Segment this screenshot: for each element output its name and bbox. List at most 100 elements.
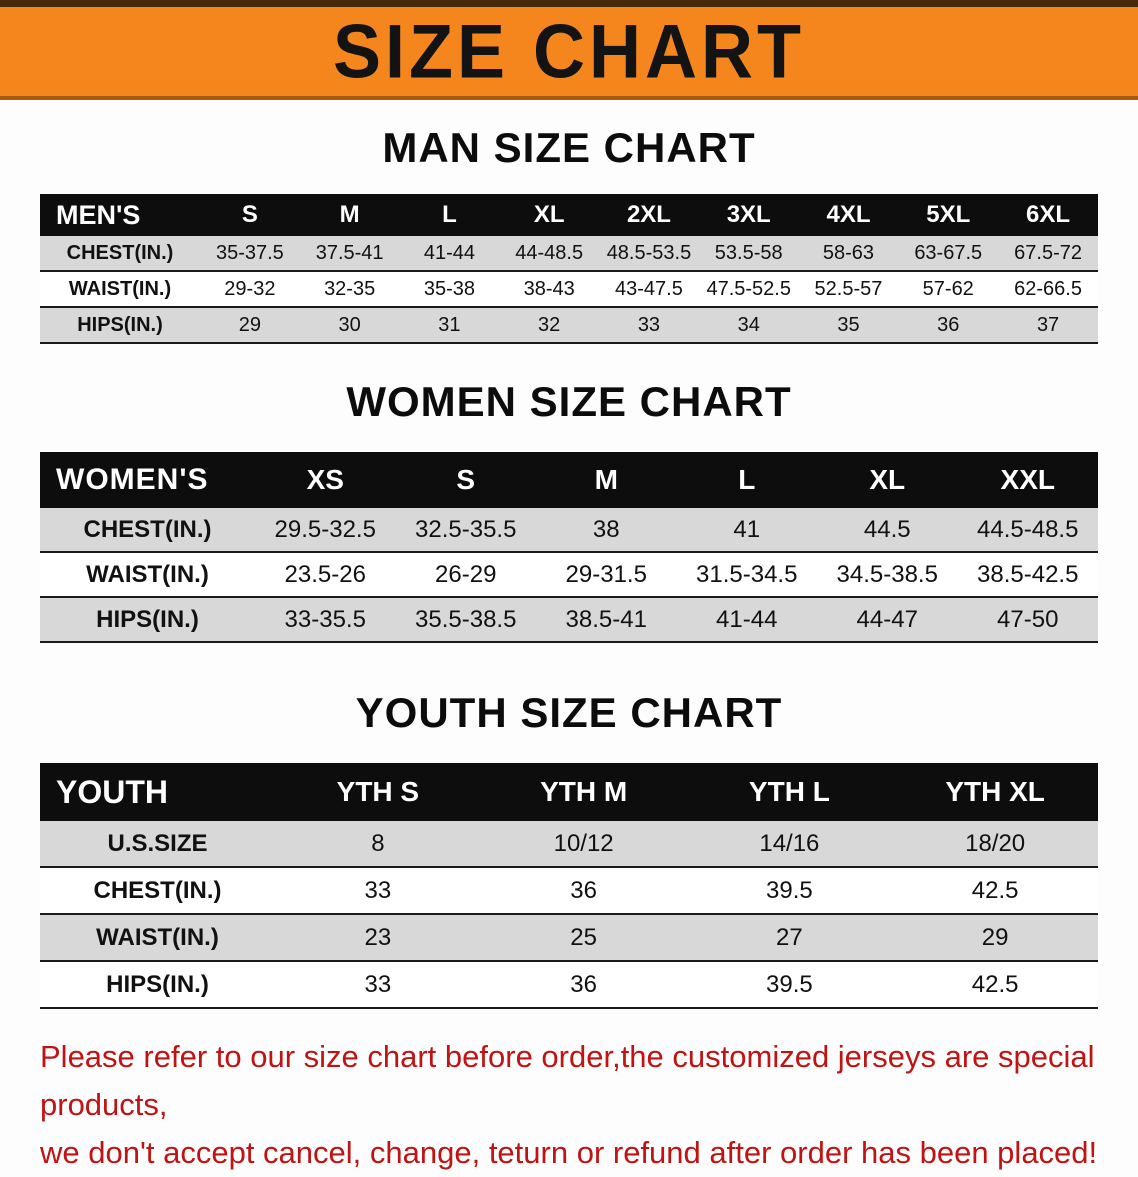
table-cell: 27 — [686, 914, 893, 962]
table-cell: 38.5-41 — [536, 597, 677, 643]
table-cell: 35 — [798, 307, 899, 344]
table-cell: 52.5-57 — [798, 271, 899, 308]
table-cell: 29-31.5 — [536, 552, 677, 598]
table-cell: 36 — [898, 307, 999, 344]
table-cell: 32-35 — [299, 271, 400, 308]
row-label: U.S.SIZE — [40, 821, 275, 868]
banner: SIZE CHART — [0, 0, 1138, 100]
table-cell: 33 — [275, 867, 481, 915]
table-cell: 8 — [275, 821, 481, 868]
men-col-header: 6XL — [998, 194, 1098, 236]
women-col-header: XS — [255, 452, 396, 508]
youth-col-header: YTH S — [275, 763, 481, 821]
table-cell: 29 — [200, 307, 300, 344]
youth-chart-heading: YOUTH SIZE CHART — [355, 689, 783, 736]
page-title: SIZE CHART — [333, 9, 805, 94]
table-cell: 57-62 — [898, 271, 999, 308]
table-row: HIPS(IN.) 33-35.5 35.5-38.5 38.5-41 41-4… — [40, 597, 1098, 643]
row-label: WAIST(IN.) — [40, 914, 275, 962]
men-col-header: 4XL — [798, 194, 899, 236]
table-cell: 44.5-48.5 — [957, 508, 1098, 553]
disclaimer: Please refer to our size chart before or… — [40, 1033, 1098, 1177]
row-label: CHEST(IN.) — [40, 236, 200, 272]
men-col-header: M — [299, 194, 400, 236]
women-size-table: WOMEN'S XS S M L XL XXL CHEST(IN.) 29.5-… — [40, 452, 1098, 643]
table-cell: 63-67.5 — [898, 236, 999, 272]
row-label: CHEST(IN.) — [40, 867, 275, 915]
table-cell: 37 — [998, 307, 1098, 344]
women-col-header: XXL — [957, 452, 1098, 508]
men-col-header: 2XL — [599, 194, 699, 236]
table-cell: 35-37.5 — [200, 236, 300, 272]
table-cell: 44-48.5 — [499, 236, 600, 272]
table-cell: 39.5 — [686, 961, 893, 1009]
men-col-header: L — [399, 194, 500, 236]
table-cell: 44.5 — [817, 508, 958, 553]
youth-table-corner-label: YOUTH — [40, 763, 275, 821]
men-table-header-row: MEN'S S M L XL 2XL 3XL 4XL 5XL 6XL — [40, 194, 1098, 236]
table-row: WAIST(IN.) 23 25 27 29 — [40, 914, 1098, 962]
table-row: WAIST(IN.) 23.5-26 26-29 29-31.5 31.5-34… — [40, 552, 1098, 598]
table-cell: 41-44 — [399, 236, 500, 272]
table-cell: 23 — [275, 914, 481, 962]
table-row: HIPS(IN.) 29 30 31 32 33 34 35 36 37 — [40, 307, 1098, 344]
women-col-header: M — [536, 452, 677, 508]
table-cell: 41-44 — [676, 597, 817, 643]
table-row: CHEST(IN.) 35-37.5 37.5-41 41-44 44-48.5… — [40, 236, 1098, 272]
row-label: HIPS(IN.) — [40, 961, 275, 1009]
table-cell: 38.5-42.5 — [957, 552, 1098, 598]
disclaimer-line-1: Please refer to our size chart before or… — [40, 1039, 1095, 1123]
table-row: CHEST(IN.) 29.5-32.5 32.5-35.5 38 41 44.… — [40, 508, 1098, 553]
table-cell: 18/20 — [892, 821, 1098, 868]
table-cell: 36 — [480, 961, 687, 1009]
women-table-header-row: WOMEN'S XS S M L XL XXL — [40, 452, 1098, 508]
table-cell: 32 — [499, 307, 600, 344]
row-label: WAIST(IN.) — [40, 552, 255, 598]
table-cell: 67.5-72 — [998, 236, 1098, 272]
men-table-corner-label: MEN'S — [40, 194, 200, 236]
women-table-corner-label: WOMEN'S — [40, 452, 255, 508]
table-row: U.S.SIZE 8 10/12 14/16 18/20 — [40, 821, 1098, 868]
table-cell: 58-63 — [798, 236, 899, 272]
youth-table-header-row: YOUTH YTH S YTH M YTH L YTH XL — [40, 763, 1098, 821]
men-col-header: 3XL — [698, 194, 799, 236]
table-cell: 38 — [536, 508, 677, 553]
table-cell: 10/12 — [480, 821, 687, 868]
table-cell: 53.5-58 — [698, 236, 799, 272]
table-cell: 34 — [698, 307, 799, 344]
table-cell: 38-43 — [499, 271, 600, 308]
men-col-header: S — [200, 194, 300, 236]
row-label: HIPS(IN.) — [40, 597, 255, 643]
youth-col-header: YTH L — [686, 763, 893, 821]
table-cell: 47-50 — [957, 597, 1098, 643]
table-cell: 48.5-53.5 — [599, 236, 699, 272]
men-col-header: 5XL — [898, 194, 999, 236]
table-cell: 36 — [480, 867, 687, 915]
table-cell: 31 — [399, 307, 500, 344]
youth-col-header: YTH XL — [892, 763, 1098, 821]
table-cell: 35-38 — [399, 271, 500, 308]
table-cell: 42.5 — [892, 867, 1098, 915]
women-col-header: S — [395, 452, 536, 508]
table-cell: 37.5-41 — [299, 236, 400, 272]
row-label: CHEST(IN.) — [40, 508, 255, 553]
table-cell: 33-35.5 — [255, 597, 396, 643]
table-cell: 30 — [299, 307, 400, 344]
table-cell: 44-47 — [817, 597, 958, 643]
table-cell: 33 — [275, 961, 481, 1009]
table-row: HIPS(IN.) 33 36 39.5 42.5 — [40, 961, 1098, 1009]
table-cell: 47.5-52.5 — [698, 271, 799, 308]
table-cell: 35.5-38.5 — [395, 597, 536, 643]
table-cell: 26-29 — [395, 552, 536, 598]
table-row: WAIST(IN.) 29-32 32-35 35-38 38-43 43-47… — [40, 271, 1098, 308]
women-col-header: L — [676, 452, 817, 508]
table-cell: 34.5-38.5 — [817, 552, 958, 598]
disclaimer-line-2: we don't accept cancel, change, teturn o… — [40, 1135, 1098, 1171]
youth-col-header: YTH M — [480, 763, 687, 821]
table-cell: 41 — [676, 508, 817, 553]
table-cell: 31.5-34.5 — [676, 552, 817, 598]
table-cell: 25 — [480, 914, 687, 962]
men-col-header: XL — [499, 194, 600, 236]
table-cell: 43-47.5 — [599, 271, 699, 308]
table-cell: 29 — [892, 914, 1098, 962]
